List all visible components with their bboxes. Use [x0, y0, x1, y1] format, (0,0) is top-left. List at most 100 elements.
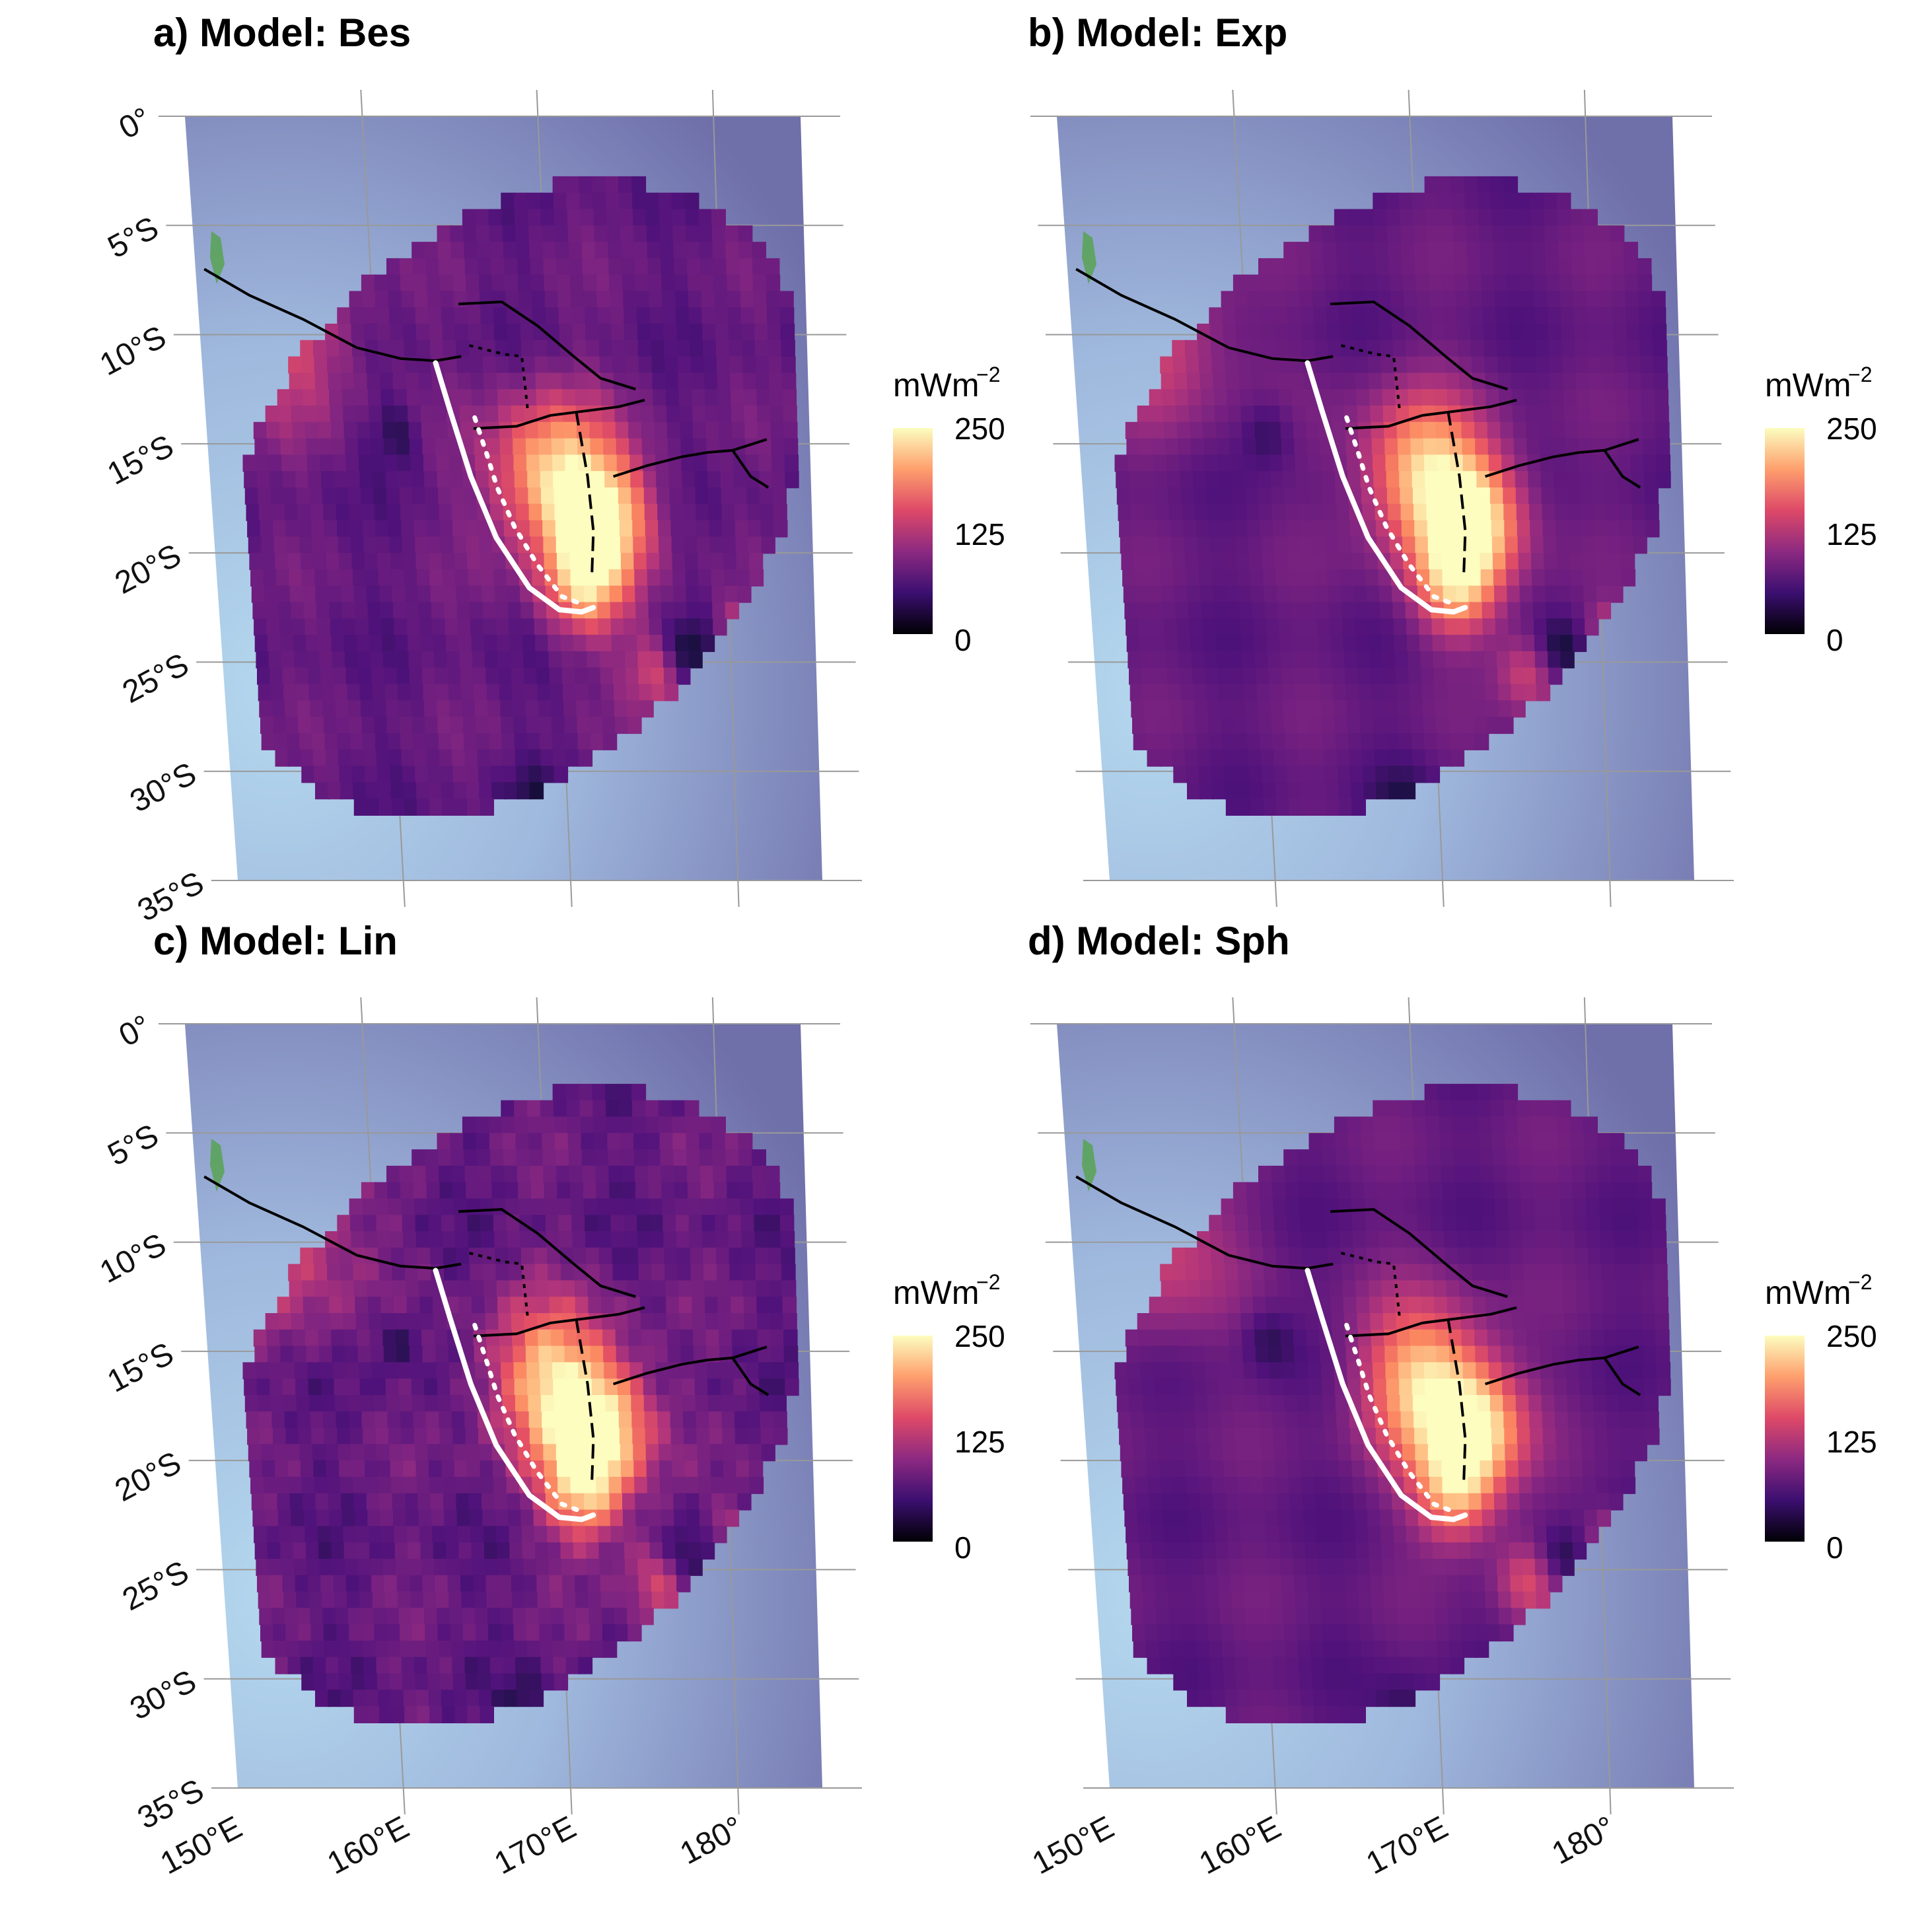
lat-tick-10s: 10°S: [94, 1227, 172, 1290]
heat-cell: [485, 1313, 500, 1330]
heat-cell: [466, 1444, 481, 1462]
heat-cell: [283, 684, 299, 701]
heat-cell: [1178, 651, 1194, 668]
heat-cell: [1445, 1247, 1460, 1265]
heat-cell: [1477, 1083, 1492, 1101]
heat-cell: [1524, 373, 1539, 390]
heat-cell: [599, 651, 614, 668]
heat-cell: [1560, 1215, 1575, 1233]
heat-cell: [1415, 258, 1430, 275]
plate-boundary-dashed: [1447, 410, 1467, 575]
heat-cell: [333, 454, 348, 472]
heat-cell: [590, 1362, 606, 1380]
heat-cell: [1159, 1460, 1174, 1478]
heat-cell: [1324, 258, 1339, 275]
heat-cell: [1291, 1526, 1306, 1544]
heat-cell: [1151, 618, 1166, 636]
heat-cell: [406, 1297, 421, 1314]
heat-cell: [259, 1608, 274, 1626]
heat-cell: [1326, 553, 1341, 571]
heat-cell: [567, 209, 582, 227]
heat-cell: [1497, 1247, 1512, 1265]
heat-cell: [602, 1313, 616, 1330]
heat-cell: [1426, 503, 1441, 521]
heat-cell: [474, 1608, 489, 1626]
heat-cell: [1374, 225, 1389, 243]
heat-cell: [483, 1264, 498, 1281]
heat-cell: [1607, 536, 1622, 554]
heat-cell: [400, 503, 415, 521]
heat-cell: [588, 1591, 602, 1609]
heat-cell: [1322, 1395, 1338, 1412]
heat-cell: [514, 471, 529, 489]
heat-cell: [1606, 1427, 1622, 1445]
heat-cell: [495, 1509, 510, 1527]
heat-cell: [637, 651, 652, 668]
heat-cell: [1603, 1313, 1618, 1330]
heat-cell: [1532, 569, 1546, 587]
heat-cell: [406, 389, 421, 407]
heat-cell: [1180, 1378, 1195, 1396]
heat-cell: [283, 487, 299, 505]
heat-cell: [1567, 487, 1582, 505]
heat-cell: [565, 1657, 581, 1674]
heat-cell: [1450, 1378, 1466, 1396]
heat-cell: [301, 1264, 316, 1281]
heat-cell: [1333, 684, 1347, 701]
heat-cell: [386, 1608, 401, 1626]
heat-cell: [1126, 1345, 1141, 1363]
heat-cell: [1454, 1460, 1469, 1478]
heat-cell: [1624, 274, 1639, 292]
heat-cell: [1393, 1526, 1408, 1544]
heat-cell: [1328, 1264, 1343, 1281]
heat-cell: [1155, 487, 1170, 505]
heat-cell: [425, 1411, 441, 1429]
heat-cell: [1340, 324, 1355, 341]
heat-cell: [1641, 1313, 1657, 1330]
trench-dotted-white: [472, 1322, 582, 1513]
heat-cell: [1594, 1444, 1609, 1462]
heat-cell: [1378, 1231, 1394, 1248]
heat-cell: [1351, 782, 1365, 800]
heat-cell: [1576, 1297, 1591, 1314]
heat-cell: [1362, 503, 1377, 521]
heat-cell: [1201, 406, 1217, 423]
heat-cell: [437, 1608, 451, 1626]
heat-cell: [391, 569, 406, 587]
heat-cell: [758, 1345, 773, 1363]
heat-cell: [654, 1329, 669, 1347]
heat-cell: [662, 1198, 677, 1216]
heat-cell: [1116, 1378, 1131, 1396]
heat-cell: [645, 192, 660, 210]
heat-cell: [1654, 389, 1669, 407]
heat-cell: [563, 700, 578, 718]
heat-cell: [1161, 585, 1176, 603]
heat-cell: [458, 1526, 472, 1544]
heat-cell: [1380, 1526, 1395, 1544]
heat-cell: [293, 1345, 308, 1363]
heat-cell: [1625, 291, 1640, 308]
heat-cell: [357, 1542, 371, 1560]
heat-cell: [396, 438, 411, 456]
heat-cell: [1471, 356, 1486, 374]
heat-cell: [341, 1297, 357, 1314]
heat-cell: [718, 406, 733, 423]
heat-cell: [1435, 684, 1449, 701]
heat-cell: [254, 1542, 269, 1560]
heat-cell: [326, 766, 341, 783]
heat-cell: [322, 487, 337, 505]
plate-boundary-line: [612, 438, 768, 478]
heat-cell: [1527, 1362, 1542, 1380]
heat-cell: [1591, 438, 1606, 456]
heat-cell: [408, 421, 423, 439]
heat-cell: [1520, 602, 1535, 620]
heat-cell: [1596, 585, 1611, 603]
heat-cell: [573, 1542, 588, 1560]
heat-cell: [1273, 520, 1288, 538]
heat-cell: [602, 1329, 617, 1347]
heat-cell: [1275, 553, 1290, 571]
heat-cell: [1164, 635, 1180, 653]
heat-cell: [1219, 471, 1234, 489]
heat-cell: [369, 1542, 384, 1560]
heat-cell: [465, 520, 480, 538]
